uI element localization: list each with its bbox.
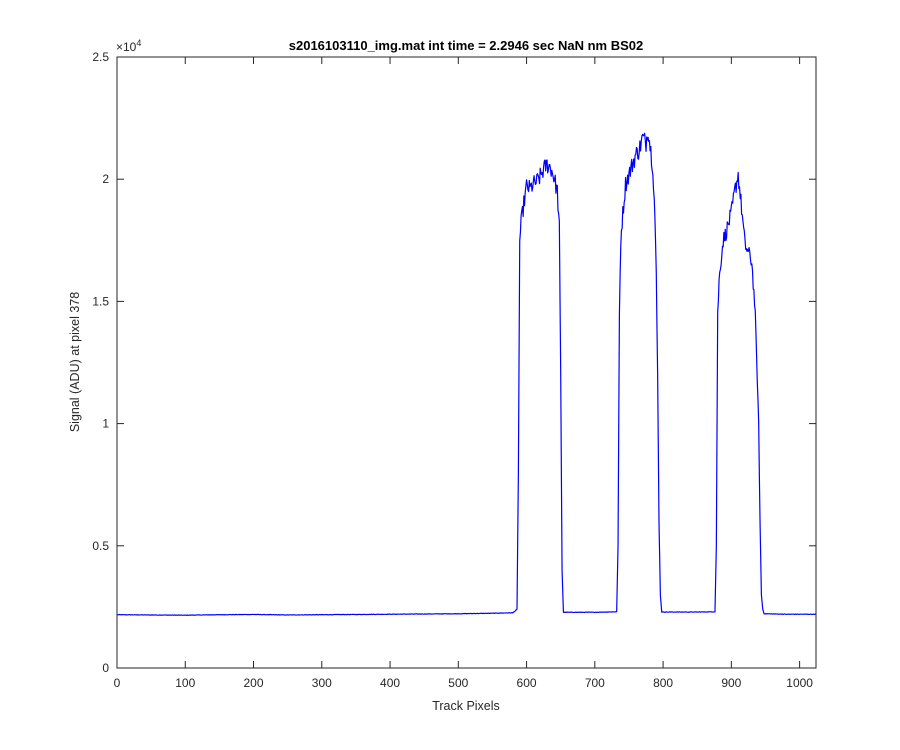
y-axis-label: Signal (ADU) at pixel 378 <box>68 292 82 432</box>
plot-area <box>116 56 817 669</box>
x-axis-label: Track Pixels <box>432 699 500 713</box>
x-tick-label: 700 <box>585 676 605 690</box>
y-tick-label: 1 <box>102 417 109 431</box>
x-tick-label: 300 <box>312 676 332 690</box>
x-tick-label: 200 <box>244 676 264 690</box>
series-layer <box>116 132 817 616</box>
y-axis-ticks: 0 0.5 1 1.5 2 2.5 <box>92 50 816 675</box>
x-tick-label: 0 <box>114 676 121 690</box>
x-tick-label: 400 <box>380 676 400 690</box>
y-tick-label: 0.5 <box>92 539 109 553</box>
y-tick-label: 1.5 <box>92 294 109 308</box>
y-exponent-label: ×104 <box>116 38 141 54</box>
x-axis-ticks: 0 100 200 300 400 500 600 700 800 900 1000 <box>114 57 813 690</box>
x-tick-label: 800 <box>653 676 673 690</box>
chart-title: s2016103110_img.mat int time = 2.2946 se… <box>289 38 643 53</box>
x-tick-label: 900 <box>721 676 741 690</box>
y-tick-label: 2 <box>102 172 109 186</box>
x-tick-label: 1000 <box>786 676 813 690</box>
svg-text:×104: ×104 <box>116 38 141 54</box>
y-tick-label: 2.5 <box>92 50 109 64</box>
y-exponent-power: 4 <box>136 38 141 48</box>
plot-background <box>117 57 816 668</box>
series-line <box>116 132 817 616</box>
x-tick-label: 600 <box>517 676 537 690</box>
y-tick-label: 0 <box>102 661 109 675</box>
y-exponent-base: ×10 <box>116 40 137 54</box>
x-tick-label: 500 <box>448 676 468 690</box>
x-tick-label: 100 <box>175 676 195 690</box>
plot-frame <box>116 56 817 669</box>
